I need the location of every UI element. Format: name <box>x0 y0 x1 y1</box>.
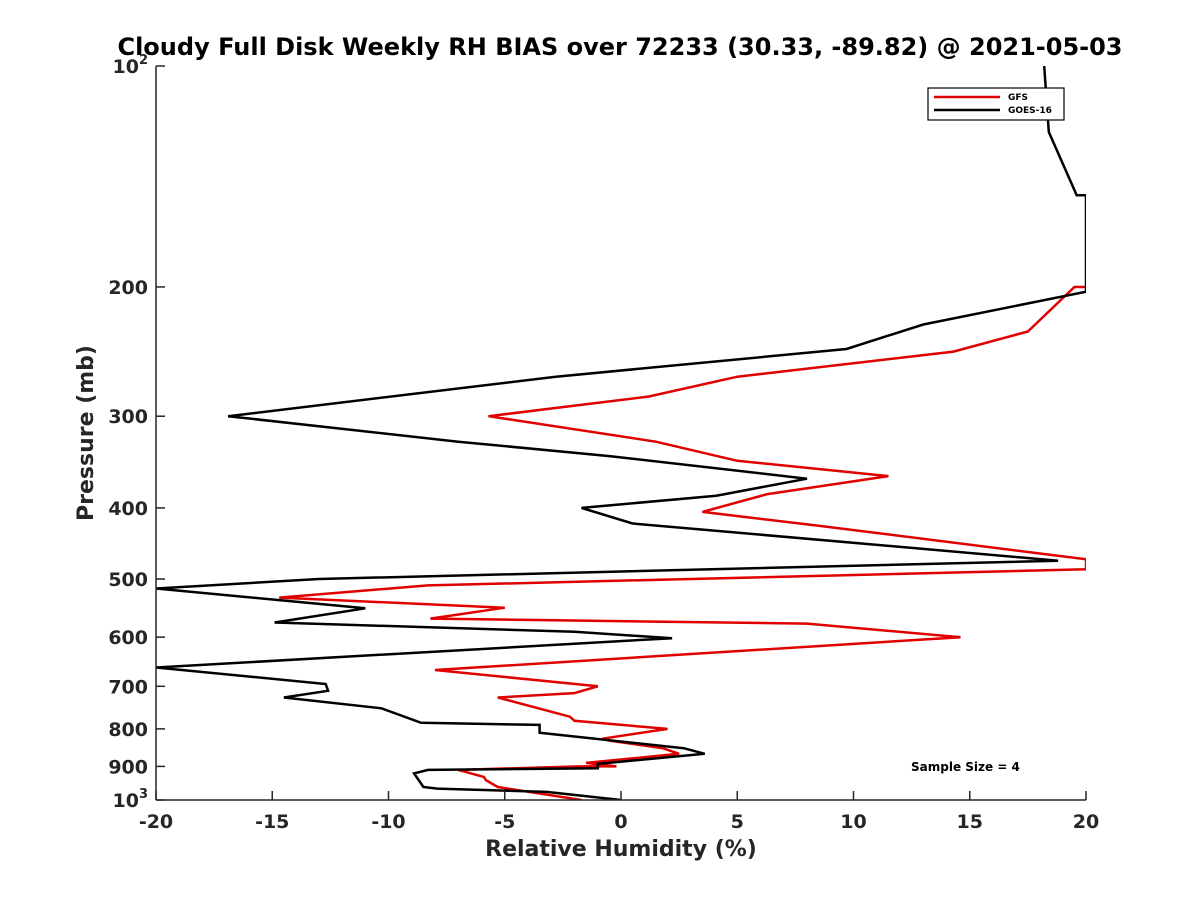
x-tick-label: 20 <box>1073 811 1099 833</box>
x-ticks: -20 -15 -10 -5 0 5 10 15 20 <box>139 791 1099 833</box>
legend-label-gfs: GFS <box>1008 93 1028 103</box>
y-ticks: 102 200 300 400 500 600 700 800 900 103 <box>108 53 165 812</box>
y-tick-label: 600 <box>108 627 148 649</box>
chart-title: Cloudy Full Disk Weekly RH BIAS over 722… <box>117 33 1122 61</box>
x-axis-label: Relative Humidity (%) <box>485 837 757 862</box>
x-tick-label: 15 <box>957 811 983 833</box>
y-tick-label: 900 <box>108 756 148 778</box>
y-tick-label: 103 <box>113 787 149 812</box>
x-tick-label: 0 <box>614 811 627 833</box>
y-axis-label: Pressure (mb) <box>74 345 99 521</box>
y-tick-label: 200 <box>108 277 148 299</box>
plot-area: -20 -15 -10 -5 0 5 10 15 20 102 200 300 400 500 600 70… <box>108 53 1099 833</box>
legend-label-goes16: GOES-16 <box>1008 106 1052 116</box>
x-tick-label: 10 <box>840 811 866 833</box>
series-layer <box>156 66 1086 800</box>
y-tick-label: 800 <box>108 719 148 741</box>
x-tick-label: 5 <box>731 811 744 833</box>
y-tick-label: 300 <box>108 406 148 428</box>
x-tick-label: -20 <box>139 811 173 833</box>
series-line-goes16 <box>156 66 1086 800</box>
legend: GFS GOES-16 <box>927 87 1065 121</box>
sample-size-annotation: Sample Size = 4 <box>911 760 1020 774</box>
legend-box <box>927 87 1065 121</box>
y-tick-label: 700 <box>108 676 148 698</box>
x-tick-label: -15 <box>255 811 289 833</box>
y-tick-label: 500 <box>108 569 148 591</box>
x-tick-label: -10 <box>371 811 405 833</box>
y-tick-label: 102 <box>113 53 149 78</box>
x-tick-label: -5 <box>494 811 515 833</box>
y-tick-label: 400 <box>108 498 148 520</box>
